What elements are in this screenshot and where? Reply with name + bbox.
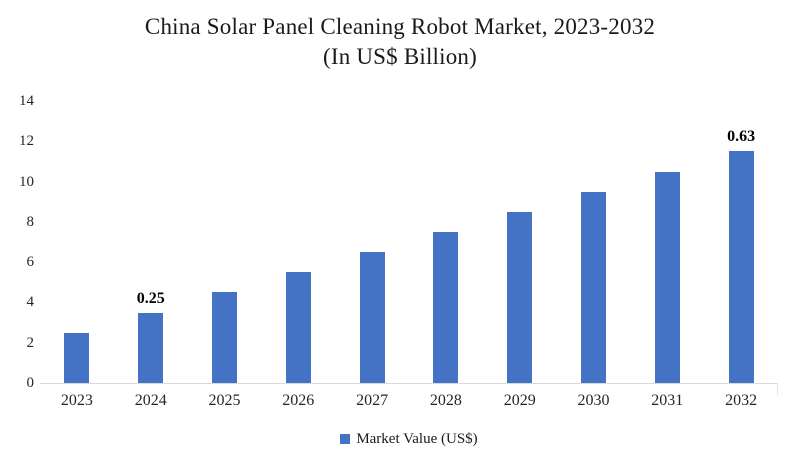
- x-axis-line: [40, 383, 778, 384]
- x-axis-tick-label: 2025: [208, 392, 241, 409]
- y-axis-tick-label: 10: [19, 173, 34, 190]
- x-axis-tick-label: 2023: [60, 392, 93, 409]
- legend: Market Value (US$): [40, 431, 778, 447]
- bar-2023: [64, 332, 90, 383]
- data-label-2024: 0.25: [136, 289, 165, 307]
- x-axis-tick-label: 2031: [651, 392, 684, 409]
- x-axis-tick-label: 2026: [282, 392, 315, 409]
- bar-2029: [507, 211, 533, 383]
- y-axis-tick-label: 4: [26, 294, 35, 311]
- y-axis-tick-label: 6: [26, 254, 35, 271]
- x-axis-tick-label: 2027: [356, 392, 389, 409]
- y-axis-tick-label: 2: [26, 334, 35, 351]
- chart-title: China Solar Panel Cleaning Robot Market,…: [0, 12, 800, 72]
- bar-2031: [654, 171, 680, 383]
- bar-2025: [212, 292, 237, 383]
- x-axis-tick-label: 2032: [725, 392, 758, 409]
- bar-2027: [359, 252, 385, 383]
- legend-label: Market Value (US$): [356, 431, 478, 447]
- y-axis-tick-label: 8: [26, 213, 35, 230]
- bar-2026: [285, 272, 311, 383]
- data-label-2032: 0.63: [727, 128, 756, 146]
- axis-end-tick: [777, 383, 778, 395]
- chart-title-line1: China Solar Panel Cleaning Robot Market,…: [144, 14, 656, 39]
- bar-2024: [138, 312, 164, 383]
- bar-2028: [433, 231, 459, 383]
- y-axis-tick-label: 0: [26, 375, 35, 391]
- x-axis-tick-label: 2030: [577, 392, 610, 409]
- legend-swatch-icon: [340, 434, 351, 444]
- x-axis-tick-label: 2024: [134, 392, 167, 409]
- y-axis-tick-label: 14: [19, 93, 34, 109]
- chart-title-line2: (In US$ Billion): [323, 44, 477, 69]
- bar-2030: [581, 191, 606, 383]
- x-axis-tick-label: 2029: [503, 392, 536, 409]
- x-axis-tick-label: 2028: [429, 392, 462, 409]
- bar-2032: [728, 151, 754, 383]
- y-axis-tick-label: 12: [19, 133, 34, 150]
